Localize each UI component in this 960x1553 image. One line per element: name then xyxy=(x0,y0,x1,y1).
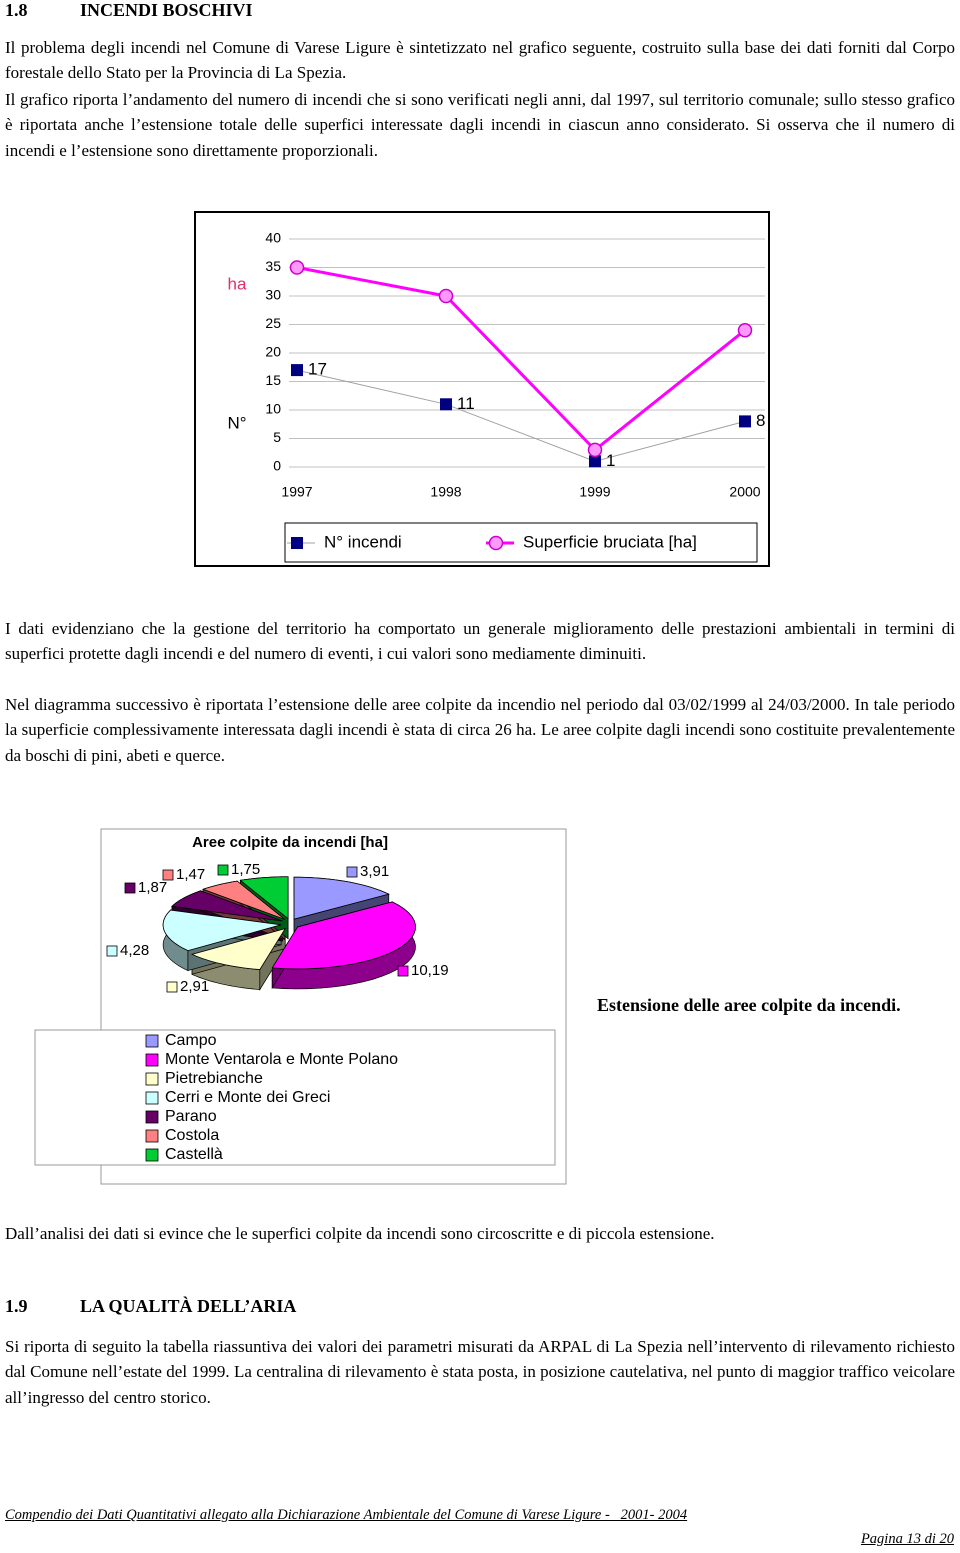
legend-key xyxy=(145,1110,159,1124)
legend-key xyxy=(145,1053,159,1067)
y-tick-label: 20 xyxy=(265,344,281,360)
chart-frame xyxy=(194,211,770,567)
slice xyxy=(201,880,286,920)
legend-key xyxy=(145,1072,159,1086)
slice xyxy=(190,927,287,971)
legend-key xyxy=(145,1091,159,1105)
legend-label: Cerri e Monte dei Greci xyxy=(165,1089,330,1106)
slice xyxy=(239,876,289,920)
series-line xyxy=(296,369,746,462)
section-number: 1.9 xyxy=(5,1296,28,1316)
paragraph: I dati evidenziano che la gestione del t… xyxy=(5,619,955,664)
marker xyxy=(739,415,751,428)
slice xyxy=(162,909,282,952)
label-key xyxy=(346,866,358,878)
legend-label: Parano xyxy=(165,1108,217,1125)
marker xyxy=(589,455,601,468)
legend-frame xyxy=(34,1029,556,1166)
paragraph: Dall’analisi dei dati si evince che le s… xyxy=(5,1224,715,1243)
chart-title: Aree colpite da incendi [ha] xyxy=(192,834,388,851)
y-tick-label: 40 xyxy=(265,230,281,246)
paragraph: Nel diagramma successivo è riportata l’e… xyxy=(5,695,955,765)
marker xyxy=(291,364,303,377)
data-label: 11 xyxy=(457,394,475,413)
legend-label: Monte Ventarola e Monte Polano xyxy=(165,1051,398,1068)
section-number: 1.8 xyxy=(5,0,28,20)
paragraph: Il grafico riporta l’andamento del numer… xyxy=(5,90,955,160)
marker xyxy=(438,288,454,304)
footer-text: Compendio dei Dati Quantitativi allegato… xyxy=(5,1507,688,1523)
data-label: 1 xyxy=(606,451,615,470)
data-label: 8 xyxy=(756,411,765,430)
y-axis-label: N° xyxy=(227,413,246,432)
x-tick-label: 1997 xyxy=(281,484,312,500)
y-tick-label: 0 xyxy=(273,458,281,474)
data-label: 1,47 xyxy=(176,866,205,883)
label-key xyxy=(162,869,174,881)
legend-label: Castellà xyxy=(165,1146,223,1163)
x-tick-label: 1999 xyxy=(579,484,610,500)
legend-key xyxy=(145,1129,159,1143)
slice xyxy=(171,890,283,922)
marker xyxy=(289,260,305,275)
pie-caption: Estensione delle aree colpite da incendi… xyxy=(597,995,901,1015)
y-tick-label: 25 xyxy=(265,315,281,331)
slice xyxy=(293,876,390,920)
legend-frame xyxy=(284,522,758,563)
series-line xyxy=(296,266,746,452)
marker xyxy=(587,442,603,458)
section-title: INCENDI BOSCHIVI xyxy=(80,0,253,20)
y-axis-label: ha xyxy=(228,274,247,293)
y-tick-label: 30 xyxy=(265,287,281,303)
legend-label: Pietrebianche xyxy=(165,1070,263,1087)
legend-label: Campo xyxy=(165,1032,217,1049)
data-label: 1,75 xyxy=(231,861,260,878)
data-label: 1,87 xyxy=(138,879,167,896)
paragraph: Si riporta di seguito la tabella riassun… xyxy=(5,1337,955,1407)
y-tick-label: 15 xyxy=(265,372,281,388)
data-label: 4,28 xyxy=(120,942,149,959)
y-tick-label: 10 xyxy=(265,401,281,417)
x-tick-label: 2000 xyxy=(729,484,760,500)
marker xyxy=(440,398,452,411)
paragraph: Il problema degli incendi nel Comune di … xyxy=(5,38,955,83)
legend-key xyxy=(145,1148,159,1162)
legend-key xyxy=(145,1034,159,1048)
marker xyxy=(737,322,753,338)
data-label: 3,91 xyxy=(360,863,389,880)
y-tick-label: 35 xyxy=(265,258,281,274)
label-key xyxy=(166,981,178,993)
label-key xyxy=(124,882,136,894)
legend-label: Superficie bruciata [ha] xyxy=(523,532,697,551)
legend-marker xyxy=(488,535,504,551)
data-label: 2,91 xyxy=(180,978,209,995)
slice xyxy=(271,901,416,970)
data-label: 17 xyxy=(308,360,327,379)
legend-label: N° incendi xyxy=(324,532,402,551)
label-key xyxy=(106,945,118,957)
pie-chart: Aree colpite da incendi [ha] 3,91 10,19 2,… xyxy=(34,828,567,1185)
page-number: Pagina 13 di 20 xyxy=(860,1531,954,1547)
x-tick-label: 1998 xyxy=(430,484,461,500)
y-tick-label: 5 xyxy=(273,429,281,445)
legend-marker xyxy=(291,537,303,549)
label-key xyxy=(397,965,409,977)
section-title: LA QUALITÀ DELL’ARIA xyxy=(80,1296,297,1316)
data-label: 10,19 xyxy=(411,962,449,979)
label-key xyxy=(217,864,229,876)
legend-label: Costola xyxy=(165,1127,219,1144)
